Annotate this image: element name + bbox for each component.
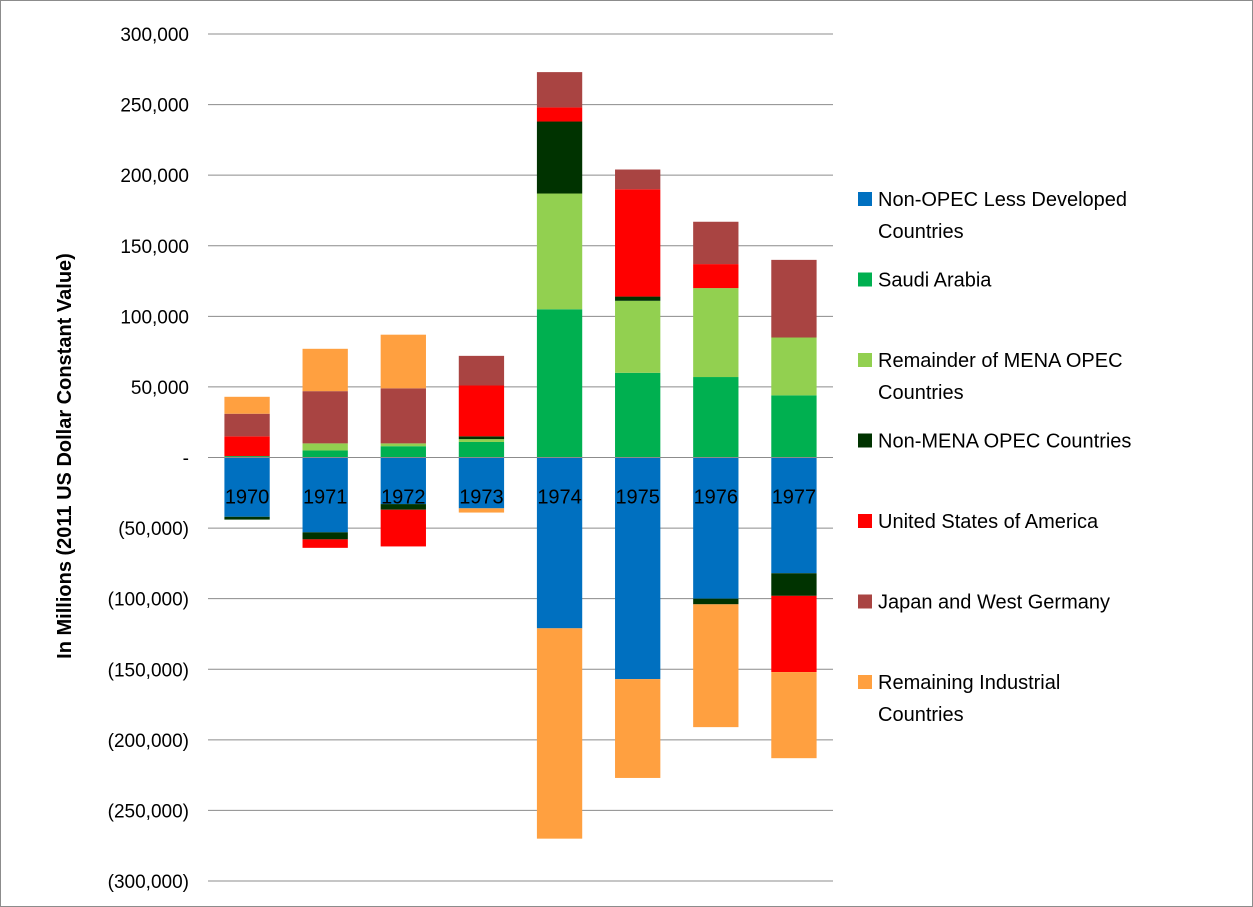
bar-segment [536, 107, 583, 122]
bar-segment [380, 446, 426, 458]
bar-segment [615, 189, 661, 297]
bar-segment [458, 436, 505, 440]
legend-swatch [858, 433, 872, 448]
bar-segment [771, 573, 817, 596]
bar-segment [693, 288, 739, 378]
bar-segment [536, 628, 583, 839]
bar-segment [615, 457, 661, 680]
bar-segment [380, 457, 426, 505]
y-tick-label: (300,000) [108, 872, 189, 893]
bar-segment [536, 193, 583, 310]
bar-segment [615, 300, 661, 373]
bar-segment [224, 396, 270, 414]
bar-segment [771, 672, 817, 759]
y-tick-label: 50,000 [131, 378, 189, 399]
y-tick-label: (150,000) [108, 660, 189, 681]
legend-swatch [858, 514, 872, 528]
bar-segment [458, 508, 505, 513]
bar-segment [615, 296, 661, 301]
bars [224, 72, 817, 839]
x-tick-label: 1973 [459, 487, 504, 509]
bar-segment [536, 309, 583, 458]
bar-segment [302, 539, 348, 548]
bar-segment [302, 532, 348, 540]
y-tick-label: (50,000) [118, 519, 189, 540]
bar-segment [693, 457, 739, 599]
bar-segment [615, 169, 661, 190]
bar-segment [693, 264, 739, 289]
bar-segment [536, 121, 583, 194]
y-tick-labels: 300,000 250,000 200,000 150,000 100,000 50,00… [108, 25, 189, 893]
y-tick-label: (200,000) [108, 731, 189, 752]
y-tick-label: (250,000) [108, 801, 189, 822]
bar-segment [380, 334, 426, 389]
bar-segment [693, 377, 739, 458]
bar-segment [458, 441, 505, 458]
bar-segment [693, 604, 739, 728]
legend: Non-OPEC Less Developed Countries Saudi Ar… [858, 189, 1131, 726]
legend-entry: United States of America [878, 511, 1099, 533]
bar-segment [536, 72, 583, 108]
category-labels: 1970 1971 1972 1973 1974 1975 1976 1977 [225, 487, 816, 509]
y-tick-label: 150,000 [120, 237, 189, 258]
bar-segment [224, 457, 270, 517]
y-tick-label: 250,000 [120, 96, 189, 117]
bar-segment [693, 221, 739, 265]
legend-swatch [858, 675, 872, 689]
legend-entry: Saudi Arabia [878, 270, 992, 292]
bar-segment [302, 348, 348, 392]
bar-segment [458, 385, 505, 437]
bar-segment [458, 355, 505, 386]
legend-swatch [858, 272, 872, 287]
bar-segment [771, 595, 817, 673]
y-tick-label: - [183, 449, 189, 470]
bar-segment [224, 436, 270, 457]
bar-segment [536, 457, 583, 629]
y-tick-label: (100,000) [108, 590, 189, 611]
bar-segment [302, 457, 348, 533]
legend-entry: Remaining Industrial Countries [878, 672, 1060, 726]
y-tick-label: 300,000 [120, 25, 189, 46]
x-tick-label: 1970 [225, 487, 270, 509]
x-tick-label: 1976 [694, 487, 739, 509]
bar-segment [771, 457, 817, 574]
bar-segment [302, 443, 348, 451]
legend-swatch [858, 594, 872, 609]
bar-segment [224, 413, 270, 437]
bar-segment [224, 456, 270, 458]
bar-segment [224, 516, 270, 520]
legend-swatch [858, 353, 872, 367]
bar-segment [771, 395, 817, 458]
legend-entry: Japan and West Germany [878, 592, 1110, 614]
legend-entry: Non-OPEC Less Developed Countries [878, 189, 1127, 243]
x-tick-label: 1977 [772, 487, 817, 509]
x-tick-label: 1974 [537, 487, 582, 509]
bar-segment [380, 509, 426, 547]
bar-segment [302, 391, 348, 444]
legend-entry: Non-MENA OPEC Countries [878, 431, 1131, 453]
y-tick-label: 200,000 [120, 166, 189, 187]
bar-segment [771, 337, 817, 396]
bar-segment [302, 450, 348, 458]
bar-segment [458, 457, 505, 509]
bar-segment [693, 598, 739, 605]
bar-segment [380, 504, 426, 510]
x-tick-label: 1971 [303, 487, 348, 509]
legend-swatch [858, 192, 872, 206]
x-tick-label: 1975 [615, 487, 660, 509]
x-tick-label: 1972 [381, 487, 426, 509]
bar-segment [380, 388, 426, 444]
bar-segment [458, 439, 505, 442]
y-tick-label: 100,000 [120, 307, 189, 328]
bar-segment [771, 259, 817, 338]
y-axis-label: In Millions (2011 US Dollar Constant Val… [54, 253, 76, 659]
bar-segment [615, 679, 661, 778]
legend-entry: Remainder of MENA OPEC Countries [878, 350, 1123, 404]
bar-segment [615, 372, 661, 458]
bar-segment [380, 443, 426, 447]
